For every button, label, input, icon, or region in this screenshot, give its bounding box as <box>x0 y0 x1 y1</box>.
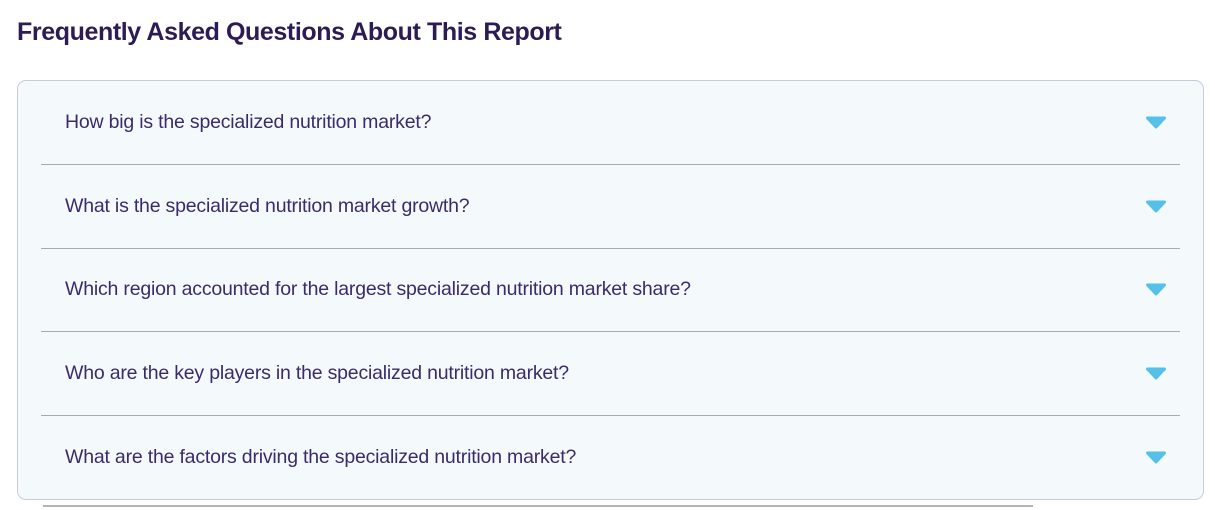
faq-item-largest-region[interactable]: Which region accounted for the largest s… <box>18 249 1203 332</box>
faq-question: What are the factors driving the special… <box>65 446 577 469</box>
faq-question: How big is the specialized nutrition mar… <box>65 110 432 133</box>
faq-question: What is the specialized nutrition market… <box>65 194 470 217</box>
faq-item-market-size[interactable]: How big is the specialized nutrition mar… <box>18 81 1203 164</box>
chevron-down-icon[interactable] <box>1145 116 1167 129</box>
chevron-down-icon[interactable] <box>1145 367 1167 380</box>
page-title: Frequently Asked Questions About This Re… <box>17 18 562 46</box>
faq-item-key-players[interactable]: Who are the key players in the specializ… <box>18 332 1203 415</box>
faq-item-market-growth[interactable]: What is the specialized nutrition market… <box>18 165 1203 248</box>
faq-item-driving-factors[interactable]: What are the factors driving the special… <box>18 416 1203 499</box>
row-divider <box>41 163 1180 165</box>
faq-question: Which region accounted for the largest s… <box>65 278 691 301</box>
faq-panel: How big is the specialized nutrition mar… <box>17 80 1204 500</box>
chevron-down-icon[interactable] <box>1145 451 1167 464</box>
row-divider <box>41 247 1180 249</box>
chevron-down-icon[interactable] <box>1145 283 1167 296</box>
next-section-top-edge <box>43 505 1033 507</box>
chevron-down-icon[interactable] <box>1145 200 1167 213</box>
faq-question: Who are the key players in the specializ… <box>65 362 569 385</box>
row-divider <box>41 331 1180 333</box>
row-divider <box>41 415 1180 417</box>
